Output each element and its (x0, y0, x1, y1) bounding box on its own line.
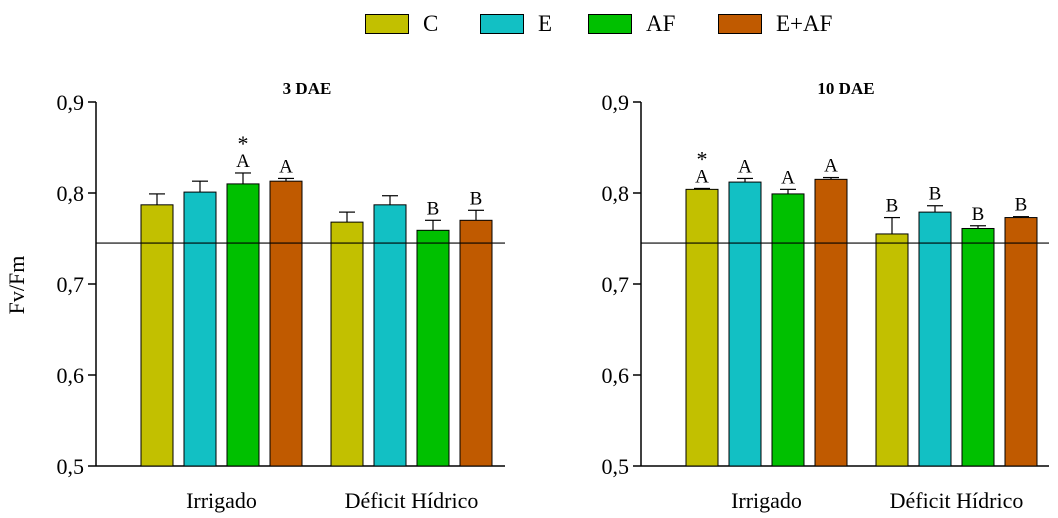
panel-2-significance-star: * (697, 146, 708, 171)
panel-1-y-tick-label: 0,5 (57, 454, 85, 479)
panel-1-y-tick-label: 0,9 (57, 90, 85, 115)
legend-label-e: E (538, 11, 553, 36)
panel-1-y-tick-label: 0,8 (57, 181, 85, 206)
panel-1-bar (140, 204, 174, 467)
legend-label-eaf: E+AF (776, 11, 833, 36)
panel-1-bar (226, 183, 260, 467)
panel-1-bar (183, 191, 217, 467)
panel-2-bar (771, 193, 805, 467)
legend-swatch-c (365, 14, 409, 34)
panel-2-bar (728, 181, 762, 467)
legend-item-e: E (480, 11, 553, 36)
panel-2-significance-letter: B (1015, 195, 1028, 216)
chart-legend: C E AF E+AF (0, 10, 1058, 40)
legend-swatch-af (588, 14, 632, 34)
panel-2-bar (961, 227, 995, 467)
legend-swatch-e (480, 14, 524, 34)
panel-2-bar (1004, 217, 1038, 467)
panel-2-significance-letter: B (929, 184, 942, 205)
panel-2-significance-letter: A (824, 156, 838, 177)
panel-1-significance-letter: A (279, 156, 293, 177)
panel-1-title: 3 DAE (283, 79, 332, 98)
panel-2-bar (918, 211, 952, 467)
panel-1-y-tick-label: 0,7 (57, 272, 85, 297)
panel-1-significance-letter: B (427, 198, 440, 219)
legend-item-c: C (365, 11, 439, 36)
panel-2-significance-letter: A (738, 156, 752, 177)
panel-2-title: 10 DAE (817, 79, 874, 98)
panel-2-y-tick-label: 0,6 (602, 363, 630, 388)
panel-2-category-label: Irrigado (731, 488, 802, 513)
legend-item-af: AF (588, 11, 676, 36)
panel-2-significance-letter: A (781, 167, 795, 188)
panel-2-y-tick-label: 0,9 (602, 90, 630, 115)
panel-1-category-label: Déficit Hídrico (345, 488, 479, 513)
panel-2-bar (685, 188, 719, 467)
panel-2-y-tick-label: 0,8 (602, 181, 630, 206)
panel-1-bar (416, 229, 450, 467)
panel-1-bar (269, 180, 303, 467)
panel-2-category-label: Déficit Hídrico (890, 488, 1024, 513)
panel-1-significance-letter: B (470, 188, 483, 209)
legend-swatch-eaf (718, 14, 762, 34)
panel-1-category-label: Irrigado (186, 488, 257, 513)
panel-1-y-tick-label: 0,6 (57, 363, 85, 388)
panel-1-bar (373, 204, 407, 467)
panel-2-significance-letter: A (695, 166, 709, 187)
legend-item-eaf: E+AF (718, 11, 833, 36)
panel-2-significance-letter: B (972, 204, 985, 225)
panel-2-significance-letter: B (886, 196, 899, 217)
panel-2-y-tick-label: 0,7 (602, 272, 630, 297)
panel-1-significance-letter: A (236, 151, 250, 172)
panel-2-bar (875, 233, 909, 467)
panel-1-significance-star: * (238, 131, 249, 156)
panel-2-y-tick-label: 0,5 (602, 454, 630, 479)
legend-label-c: C (423, 11, 439, 36)
y-axis-label: Fv/Fm (4, 256, 29, 315)
legend-label-af: AF (646, 11, 676, 36)
panel-2-bar (814, 178, 848, 467)
panel-1-bar (459, 219, 493, 467)
panel-1-bar (330, 221, 364, 467)
